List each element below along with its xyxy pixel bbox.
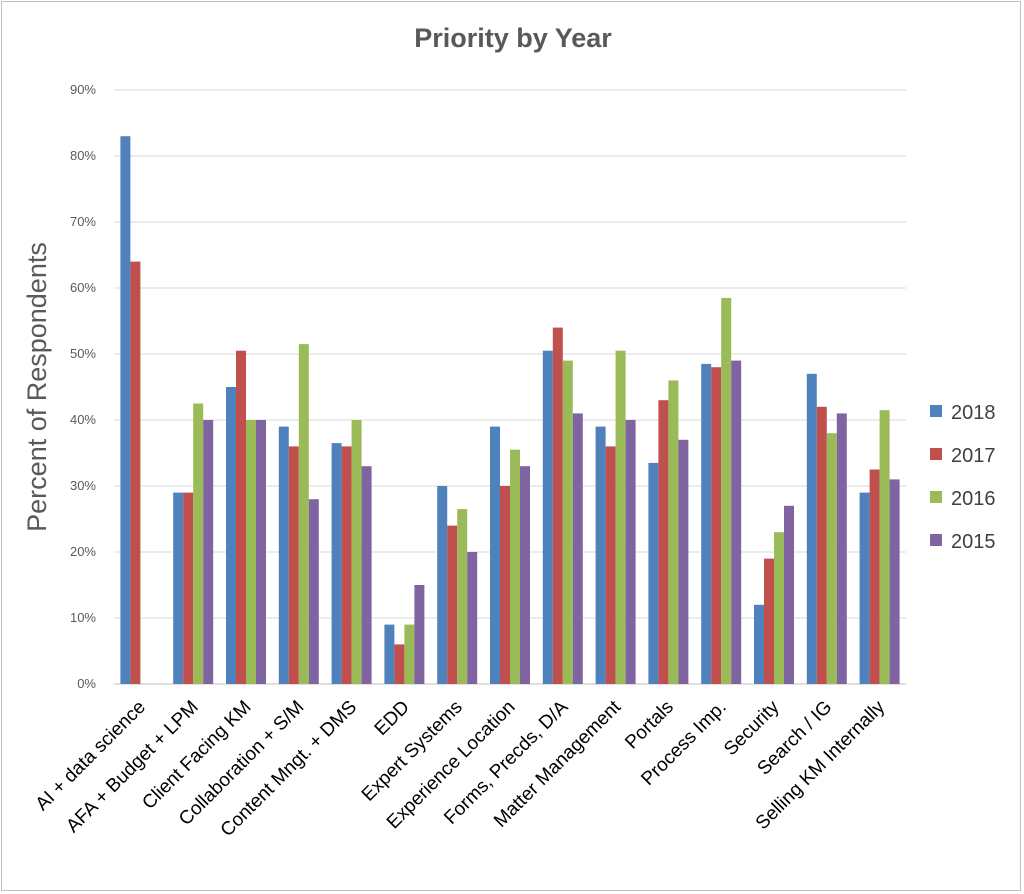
legend-label-2018: 2018 xyxy=(951,402,996,424)
bar-2015-4 xyxy=(361,466,372,684)
bar-2017-3 xyxy=(288,446,299,684)
bar-2015-14 xyxy=(889,479,900,684)
bar-2018-4 xyxy=(331,443,342,684)
bar-2017-8 xyxy=(552,327,563,684)
bar-2018-12 xyxy=(754,604,764,684)
y-tick-label: 0% xyxy=(77,676,96,691)
bar-2018-2 xyxy=(226,387,236,684)
legend-swatch-2016 xyxy=(930,491,942,503)
y-tick-label: 50% xyxy=(70,346,96,361)
bar-2016-9 xyxy=(615,350,626,684)
bar-2016-14 xyxy=(879,410,890,684)
bar-2015-12 xyxy=(784,505,794,684)
bar-2018-11 xyxy=(701,363,712,684)
bar-2015-11 xyxy=(731,360,742,684)
bar-2017-0 xyxy=(130,261,141,684)
y-tick-labels: 0% 10% 20% 30% 40% 50% 60% 70% 80% 90% xyxy=(70,82,96,691)
y-tick-label: 80% xyxy=(70,148,96,163)
bar-2017-5 xyxy=(394,644,405,684)
bar-2017-1 xyxy=(183,492,194,684)
bar-2016-13 xyxy=(826,433,837,684)
bar-2017-13 xyxy=(816,406,827,684)
bar-2016-11 xyxy=(721,297,732,684)
y-tick-label: 30% xyxy=(70,478,96,493)
bar-2018-3 xyxy=(278,426,289,684)
bar-2015-9 xyxy=(625,420,636,684)
bar-2016-10 xyxy=(668,380,679,684)
chart-title: Priority by Year xyxy=(414,23,612,53)
bar-2017-9 xyxy=(605,446,616,684)
bar-2017-7 xyxy=(500,486,510,684)
bar-2016-7 xyxy=(510,449,520,684)
y-tick-label: 70% xyxy=(70,214,96,229)
bar-2018-14 xyxy=(859,492,870,684)
bar-2017-2 xyxy=(236,350,246,684)
bar-2018-7 xyxy=(490,426,500,684)
bar-2016-4 xyxy=(351,420,362,684)
bar-2016-1 xyxy=(193,403,204,684)
bar-2017-14 xyxy=(869,469,880,684)
bar-2018-13 xyxy=(806,373,817,684)
y-tick-label: 20% xyxy=(70,544,96,559)
y-tick-label: 10% xyxy=(70,610,96,625)
y-axis-label: Percent of Respondents xyxy=(22,242,52,532)
bar-2018-5 xyxy=(384,624,395,684)
bar-2017-12 xyxy=(764,558,774,684)
bar-2017-10 xyxy=(658,400,669,684)
bar-2016-8 xyxy=(562,360,573,684)
y-tick-label: 60% xyxy=(70,280,96,295)
legend-label-2015: 2015 xyxy=(951,531,996,553)
bar-2017-4 xyxy=(341,446,352,684)
legend-swatch-2017 xyxy=(930,448,942,460)
bar-2015-3 xyxy=(308,499,319,684)
bar-2016-3 xyxy=(298,344,309,684)
bar-2016-12 xyxy=(774,532,784,684)
bar-2016-5 xyxy=(404,624,415,684)
bar-2018-6 xyxy=(437,486,448,684)
bar-2018-10 xyxy=(648,462,659,684)
bar-2016-6 xyxy=(457,509,468,684)
bar-2015-5 xyxy=(414,585,425,684)
legend-label-2017: 2017 xyxy=(951,445,996,467)
bar-2018-1 xyxy=(173,492,184,684)
y-tick-label: 90% xyxy=(70,82,96,97)
bar-2017-6 xyxy=(447,525,458,684)
bar-2015-1 xyxy=(203,420,214,684)
bar-2017-11 xyxy=(711,367,722,684)
bar-2015-10 xyxy=(678,439,689,684)
legend-label-2016: 2016 xyxy=(951,488,996,510)
bar-2015-2 xyxy=(256,420,266,684)
bars xyxy=(120,136,900,684)
bar-2015-6 xyxy=(467,552,478,684)
bar-2018-0 xyxy=(120,136,131,684)
x-tick-label: EDD xyxy=(371,697,414,740)
y-tick-label: 40% xyxy=(70,412,96,427)
legend: 2018 2017 2016 2015 xyxy=(930,402,996,553)
bar-2015-7 xyxy=(520,466,530,684)
bar-2018-9 xyxy=(595,426,606,684)
legend-swatch-2015 xyxy=(930,534,942,546)
bar-2018-8 xyxy=(542,350,553,684)
legend-swatch-2018 xyxy=(930,405,942,417)
bar-2015-8 xyxy=(572,413,583,684)
bar-2015-13 xyxy=(836,413,847,684)
bar-2016-2 xyxy=(246,420,256,684)
